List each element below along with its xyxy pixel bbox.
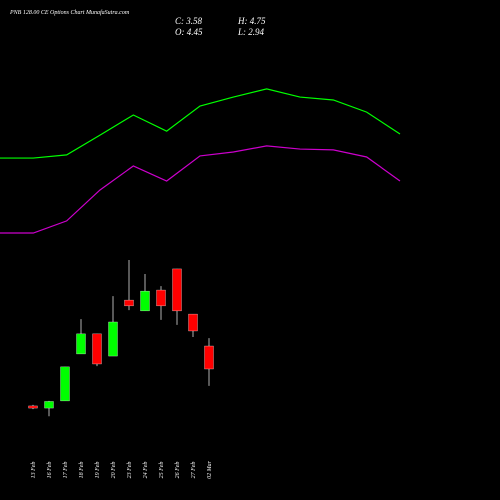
band-line [0, 88, 401, 159]
chart-title: PNB 128.00 CE Options Chart MunafaSutra.… [9, 9, 130, 16]
candle-body [108, 321, 118, 357]
low-label: L: 2.94 [237, 27, 265, 37]
candle-body [60, 366, 70, 402]
candle-body [44, 401, 54, 409]
x-tick-label: 24 Feb [142, 462, 149, 479]
x-tick-label: 19 Feb [95, 462, 101, 479]
x-tick-label: 18 Feb [79, 462, 85, 479]
x-tick-label: 25 Feb [159, 462, 165, 479]
x-tick-label: 27 Feb [191, 462, 197, 479]
x-tick-label: 23 Feb [127, 462, 133, 479]
candle-body [204, 345, 214, 370]
high-label: H: 4.75 [237, 16, 266, 26]
x-tick-label: 16 Feb [47, 462, 53, 479]
x-tick-label: 02 Mar [207, 460, 213, 478]
open-label: O: 4.45 [175, 27, 203, 37]
candle-body [156, 289, 166, 307]
band-line [0, 145, 401, 234]
candle-body [188, 313, 198, 332]
x-tick-label: 26 Feb [175, 462, 181, 479]
candle-body [140, 290, 150, 312]
candle-body [28, 405, 38, 409]
close-label: C: 3.58 [175, 16, 203, 26]
x-tick-label: 20 Feb [111, 462, 117, 479]
candle-body [92, 333, 102, 365]
candle-body [76, 333, 86, 355]
candle-body [124, 299, 134, 307]
x-tick-label: 13 Feb [31, 462, 37, 479]
candle-body [172, 268, 182, 312]
x-tick-label: 17 Feb [63, 462, 69, 479]
